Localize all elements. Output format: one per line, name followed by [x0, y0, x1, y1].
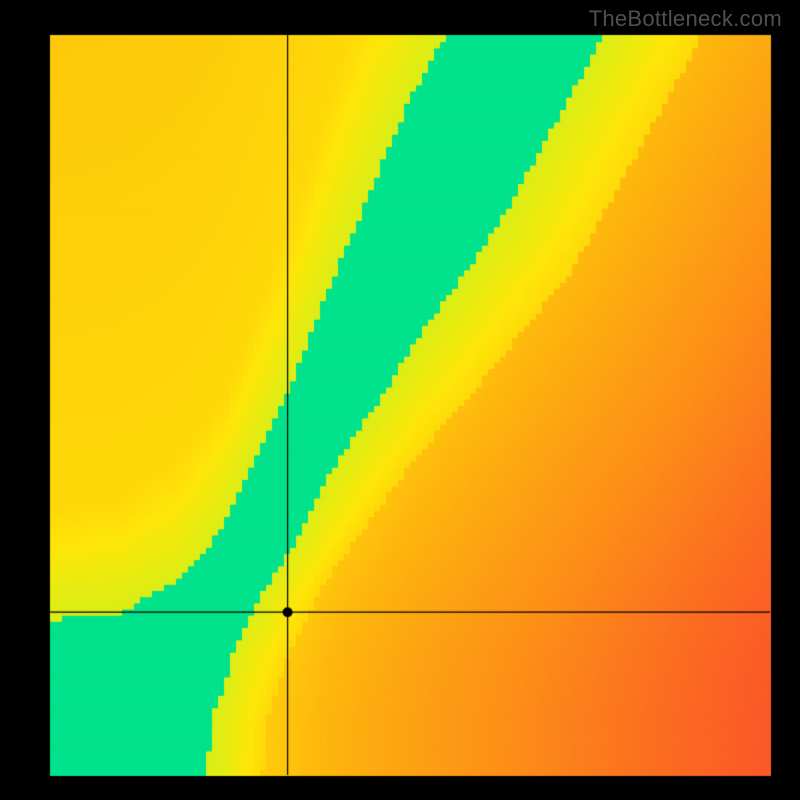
watermark-text: TheBottleneck.com — [589, 6, 782, 32]
chart-container: TheBottleneck.com — [0, 0, 800, 800]
bottleneck-heatmap — [0, 0, 800, 800]
